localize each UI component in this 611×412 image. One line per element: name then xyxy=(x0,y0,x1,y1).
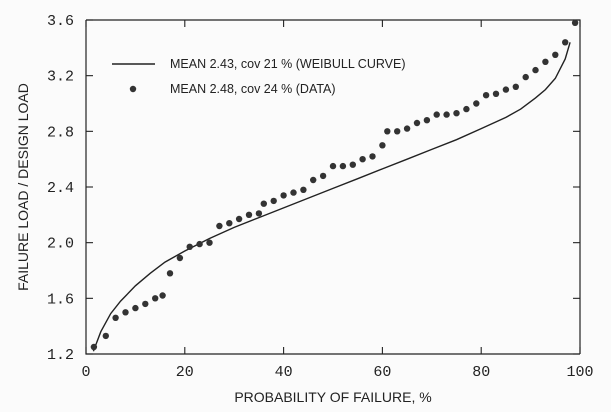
x-tick-label: 60 xyxy=(373,364,391,381)
data-point xyxy=(463,105,470,113)
y-axis-ticks xyxy=(86,19,580,355)
data-point xyxy=(482,92,490,99)
data-point xyxy=(394,128,401,135)
data-point xyxy=(403,125,411,132)
data-point xyxy=(502,86,510,93)
x-axis-tick-labels: 0 20 40 60 80 100 xyxy=(81,364,593,381)
data-point xyxy=(176,254,184,262)
y-tick-label: 2.8 xyxy=(47,124,74,141)
y-tick-label: 2.4 xyxy=(47,180,74,197)
data-point xyxy=(112,314,119,321)
y-tick-label: 2.0 xyxy=(47,236,74,253)
data-point xyxy=(349,161,356,168)
data-point xyxy=(90,343,98,351)
data-point xyxy=(270,197,277,205)
data-point xyxy=(186,243,193,250)
data-point xyxy=(255,210,263,217)
y-axis-title: FAILURE LOAD / DESIGN LOAD xyxy=(15,83,31,291)
data-point xyxy=(522,73,529,81)
data-point xyxy=(166,270,174,277)
y-tick-label: 1.2 xyxy=(47,347,74,364)
data-point xyxy=(413,119,421,127)
data-point xyxy=(122,309,129,316)
data-point xyxy=(473,100,480,107)
data-point xyxy=(562,39,569,46)
x-tick-label: 40 xyxy=(275,364,293,381)
x-axis-ticks xyxy=(85,20,581,354)
weibull-curve-line xyxy=(92,42,571,352)
data-point xyxy=(319,172,327,180)
y-tick-label: 1.6 xyxy=(47,291,74,308)
data-point xyxy=(384,128,391,135)
data-point xyxy=(235,215,243,223)
data-point xyxy=(206,239,213,246)
data-point xyxy=(339,162,347,170)
x-tick-label: 20 xyxy=(176,364,194,381)
data-point xyxy=(423,117,431,124)
data-point xyxy=(290,189,297,196)
legend-dot-swatch xyxy=(129,85,137,93)
data-point xyxy=(310,176,317,184)
y-tick-label: 3.2 xyxy=(47,69,74,86)
legend-label-weibull-curve: MEAN 2.43, cov 21 % (WEIBULL CURVE) xyxy=(170,57,406,71)
data-point xyxy=(453,110,460,117)
data-point xyxy=(280,192,287,199)
data-point xyxy=(300,186,307,193)
data-point xyxy=(329,162,337,170)
data-point xyxy=(379,142,386,149)
data-point xyxy=(433,111,440,118)
data-point xyxy=(226,220,233,227)
data-point xyxy=(443,111,450,118)
data-point xyxy=(159,292,166,299)
data-point xyxy=(245,211,253,218)
data-point xyxy=(571,19,579,26)
x-tick-label: 0 xyxy=(81,364,90,381)
data-point xyxy=(142,300,149,308)
data-point xyxy=(102,332,110,340)
x-tick-label: 100 xyxy=(566,364,593,381)
x-tick-label: 80 xyxy=(472,364,490,381)
data-series xyxy=(90,19,579,352)
legend: MEAN 2.43, cov 21 % (WEIBULL CURVE) MEAN… xyxy=(112,57,406,96)
data-point xyxy=(542,58,549,65)
data-point xyxy=(260,200,267,207)
data-point xyxy=(132,304,139,312)
data-point xyxy=(532,66,539,74)
data-point xyxy=(369,153,376,160)
y-tick-label: 3.6 xyxy=(47,13,74,30)
data-point xyxy=(152,295,159,302)
data-point xyxy=(492,90,500,98)
y-axis-tick-labels: 1.2 1.6 2.0 2.4 2.8 3.2 3.6 xyxy=(47,13,74,364)
data-point xyxy=(216,222,223,230)
data-point xyxy=(196,240,203,248)
data-point xyxy=(359,156,366,163)
data-point xyxy=(512,83,519,91)
x-axis-title: PROBABILITY OF FAILURE, % xyxy=(234,389,431,405)
data-point xyxy=(552,51,559,58)
legend-label-data: MEAN 2.48, cov 24 % (DATA) xyxy=(170,82,336,96)
